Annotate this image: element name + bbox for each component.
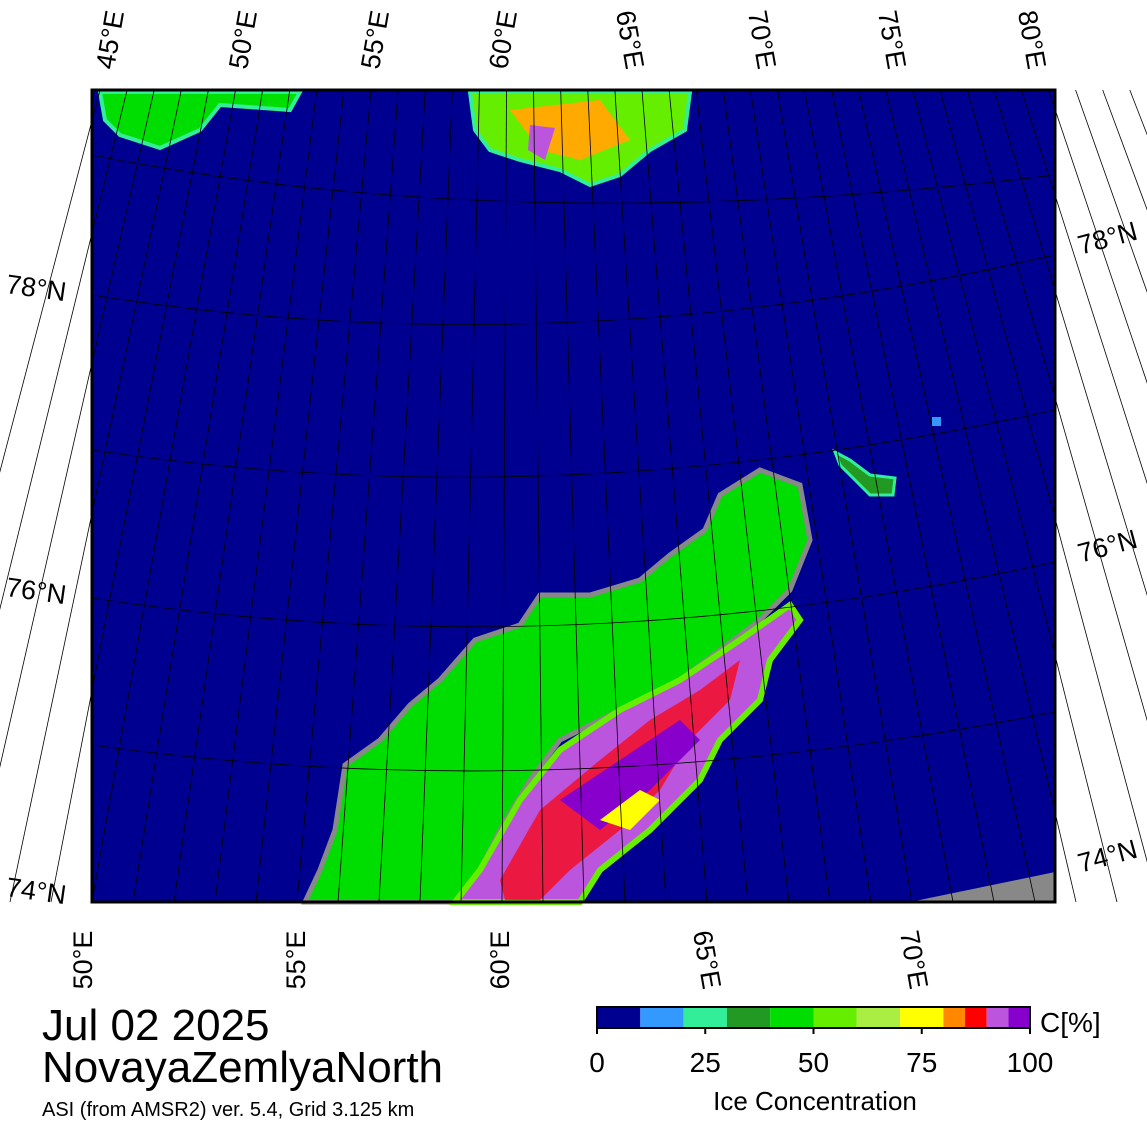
longitude-line (858, 89, 1036, 903)
longitude-line (91, 89, 236, 903)
bottom-axis-label: 55°E (281, 931, 311, 990)
ice-patch (528, 125, 555, 160)
longitude-line (804, 89, 954, 903)
graticule (0, 89, 1147, 903)
top-axis-label: 75°E (872, 8, 912, 71)
land (301, 467, 813, 905)
longitude-line (1048, 89, 1147, 384)
colorbar-label: Ice Concentration (713, 1086, 917, 1116)
right-axis-label: 74°N (1074, 834, 1140, 879)
longitude-line (750, 89, 872, 903)
longitude-line (9, 89, 182, 903)
map-frame (90, 88, 1057, 904)
ice-patch (832, 448, 897, 497)
latitude-line (91, 154, 1056, 204)
longitude-line (501, 89, 507, 903)
colorbar-segment (726, 1007, 771, 1028)
longitude-line (255, 89, 345, 903)
right-axis-label: 78°N (1074, 216, 1140, 261)
left-axis-label: 78°N (4, 269, 68, 307)
bottom-axis-label: 70°E (894, 928, 934, 991)
longitude-line (777, 89, 913, 903)
top-axis-label: 70°E (742, 8, 782, 71)
longitude-line (966, 89, 1147, 722)
longitude-line (132, 89, 263, 903)
longitude-line (587, 89, 626, 903)
colorbar-segment (965, 1007, 987, 1028)
longitude-line (831, 89, 995, 903)
bottom-axis-label: 50°E (68, 931, 98, 990)
colorbar-tick-label: 0 (589, 1047, 605, 1078)
longitude-line (993, 89, 1147, 597)
colorbar-segment (900, 1007, 944, 1028)
longitude-line (668, 89, 749, 903)
longitude-line (337, 89, 399, 903)
longitude-line (695, 89, 790, 903)
longitude-line (296, 89, 372, 903)
longitude-line (533, 89, 544, 903)
longitude-line (614, 89, 667, 903)
longitude-line (419, 89, 453, 903)
longitude-line (378, 89, 426, 903)
colorbar-segment (943, 1007, 966, 1028)
date: Jul 02 2025 (42, 1001, 270, 1050)
longitude-line (560, 89, 585, 903)
colorbar-segment (856, 1007, 901, 1028)
top-axis-label: 45°E (90, 8, 130, 71)
bottom-axis-label: 65°E (687, 928, 727, 991)
colorbar-tick-label: 25 (690, 1047, 721, 1078)
top-axis-label: 65°E (610, 8, 650, 71)
longitude-line (1021, 89, 1147, 485)
longitude-line (722, 89, 831, 903)
longitude-line (1075, 89, 1147, 293)
left-axis-label: 76°N (4, 572, 68, 610)
longitude-line (885, 89, 1077, 903)
colorbar-segment (986, 1007, 1009, 1028)
longitude-line (1129, 89, 1147, 136)
land (910, 872, 1055, 902)
ice-field (600, 790, 660, 830)
longitude-line (0, 89, 128, 611)
latitude-line (91, 254, 1056, 325)
top-axis-label: 80°E (1012, 8, 1052, 71)
colorbar-segment (813, 1007, 857, 1028)
right-axis-label: 76°N (1074, 524, 1140, 569)
top-axis-label: 60°E (483, 8, 523, 71)
longitude-line (0, 89, 101, 473)
top-axis-label: 50°E (223, 8, 263, 71)
region: NovayaZemlyaNorth (42, 1043, 443, 1092)
map (0, 88, 1147, 905)
colorbar-tick-label: 75 (906, 1047, 937, 1078)
longitude-line (214, 89, 318, 903)
latitude-line (91, 409, 1056, 478)
longitude-line (912, 89, 1118, 903)
ice-patch (932, 417, 941, 426)
ice-field (560, 720, 700, 830)
longitude-line (641, 89, 708, 903)
top-axis-label: 55°E (355, 8, 395, 71)
longitude-line (173, 89, 291, 903)
bottom-axis-label: 60°E (485, 931, 515, 990)
source: ASI (from AMSR2) ver. 5.4, Grid 3.125 km (42, 1099, 414, 1121)
latitude-line (91, 711, 1056, 772)
ice-patch (97, 90, 304, 151)
latitude-line (91, 561, 1056, 628)
colorbar: 0 25 50 75 100 (589, 1006, 1054, 1078)
longitude-line (460, 89, 480, 903)
longitude-line (0, 89, 155, 768)
colorbar-tick-label: 100 (1007, 1047, 1054, 1078)
longitude-line (939, 89, 1147, 863)
colorbar-segment (770, 1007, 814, 1028)
colorbar-segment (1008, 1007, 1030, 1028)
left-axis-label: 74°N (4, 872, 68, 910)
colorbar-segment (597, 1007, 641, 1028)
longitude-line (1102, 89, 1147, 211)
longitude-line (50, 89, 209, 903)
colorbar-unit: C[%] (1040, 1007, 1101, 1038)
colorbar-tick-label: 50 (798, 1047, 829, 1078)
colorbar-segment (683, 1007, 727, 1028)
colorbar-segment (640, 1007, 684, 1028)
